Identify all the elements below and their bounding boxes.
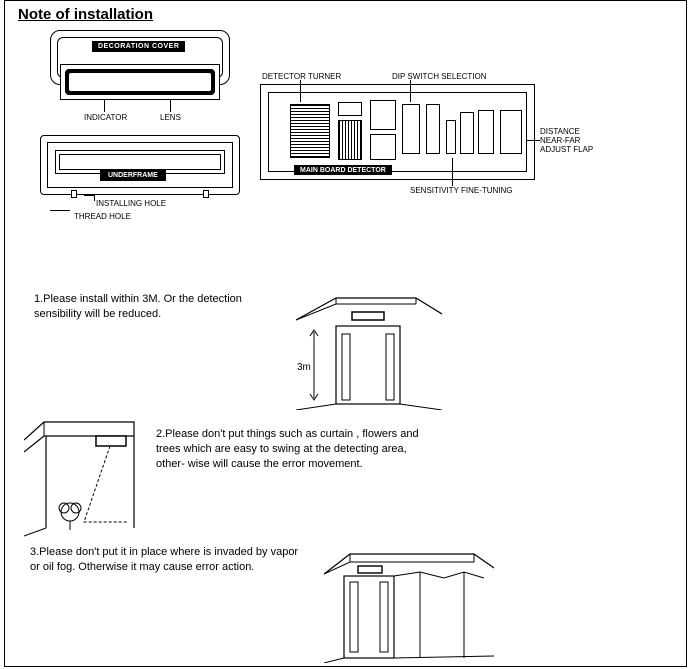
mb-block: [370, 134, 396, 160]
mb-block: [426, 104, 440, 154]
note-2-text: 2.Please don't put things such as curtai…: [156, 427, 426, 472]
mb-block: [460, 112, 474, 154]
leader-line: [452, 158, 453, 186]
leader-line: [104, 100, 105, 112]
decoration-cover-label: DECORATION COVER: [92, 41, 185, 52]
distance-label-1: DISTANCE: [540, 127, 580, 136]
scene-1-diagram: [296, 290, 442, 410]
detector-turner-block: [290, 104, 330, 158]
mb-block: [446, 120, 456, 154]
distance-label: DISTANCE NEAR-FAR ADJUST FLAP: [540, 128, 593, 154]
scene-2-diagram: [24, 418, 144, 538]
thread-hole-label: THREAD HOLE: [74, 212, 131, 221]
lens-label: LENS: [160, 113, 181, 122]
installing-hole-label: INSTALLING HOLE: [96, 199, 166, 208]
main-board-label: MAIN BOARD DETECTOR: [294, 165, 392, 175]
scene-3-diagram: [324, 548, 494, 663]
underframe-label: UNDERFRAME: [100, 170, 166, 181]
page-title: Note of installation: [18, 6, 153, 23]
mb-block: [402, 104, 420, 154]
detector-turner-label: DETECTOR TURNER: [262, 72, 341, 81]
leader-line: [300, 80, 301, 102]
leader-line: [526, 140, 540, 141]
indicator-label: INDICATOR: [84, 113, 127, 122]
note-3-text: 3.Please don't put it in place where is …: [30, 545, 300, 575]
note-1-text: 1.Please install within 3M. Or the detec…: [34, 292, 294, 322]
dip-switch-label: DIP SWITCH SELECTION: [392, 72, 487, 81]
mb-block: [478, 110, 494, 154]
distance-label-2: NEAR-FAR: [540, 136, 580, 145]
leader-line: [94, 195, 95, 201]
mb-block: [338, 120, 362, 160]
distance-label-3: ADJUST FLAP: [540, 145, 593, 154]
sensitivity-label: SENSITIVITY FINE-TUNING: [410, 186, 513, 195]
leader-line: [410, 80, 411, 102]
leader-line: [50, 210, 70, 211]
mb-block: [500, 110, 522, 154]
decoration-cover-lower: [60, 64, 220, 100]
mb-block: [370, 100, 396, 130]
leader-line: [170, 100, 171, 112]
mb-block: [338, 102, 362, 116]
dim-3m-label: 3m: [297, 362, 311, 373]
leader-line: [84, 195, 94, 196]
